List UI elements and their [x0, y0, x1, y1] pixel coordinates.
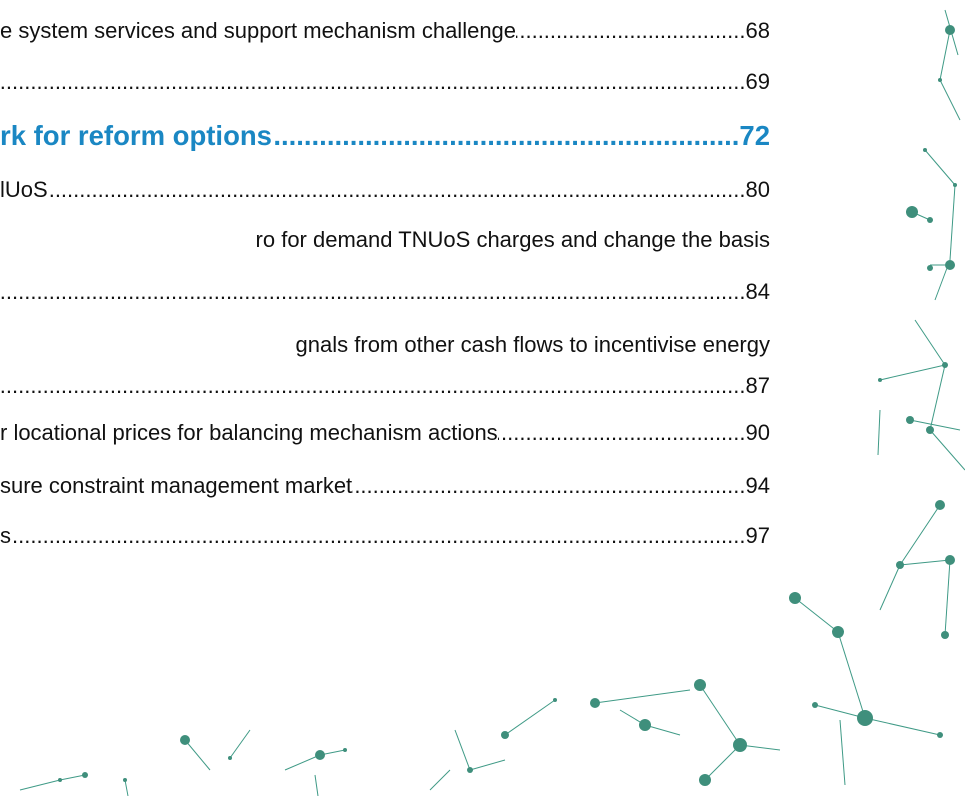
entry-title: ro for demand TNUoS charges and change t… [255, 227, 770, 252]
entry-title: rk for reform options [0, 120, 272, 151]
toc-entry[interactable]: r locational prices for balancing mechan… [0, 420, 770, 454]
page-number: 84 [745, 279, 770, 304]
network-right [877, 9, 965, 639]
entry-title: r locational prices for balancing mechan… [0, 420, 498, 445]
toc-entry[interactable]: lUoS 80 [0, 177, 770, 211]
entry-title: s [0, 523, 11, 548]
page-number: 68 [745, 18, 770, 43]
page-number: 94 [745, 473, 770, 498]
toc-entry[interactable]: 84 [0, 279, 770, 313]
page-number: 72 [739, 120, 770, 151]
entry-title: gnals from other cash flows to incentivi… [295, 332, 770, 357]
table-of-contents: e system services and support mechanism … [0, 0, 770, 600]
page-number: 87 [745, 373, 770, 398]
page-number: 90 [745, 420, 770, 445]
toc-entry[interactable]: 69 [0, 69, 770, 103]
network-bottom [19, 592, 943, 796]
toc-entry[interactable]: e system services and support mechanism … [0, 18, 770, 52]
entry-title: sure constraint management market [0, 473, 353, 498]
page-number: 69 [745, 69, 770, 94]
page-number: 80 [745, 177, 770, 202]
toc-entry[interactable]: 87 [0, 373, 770, 407]
entry-title: lUoS [0, 177, 48, 202]
toc-entry[interactable]: sure constraint management market 94 [0, 473, 770, 507]
entry-title: e system services and support mechanism … [0, 18, 517, 43]
toc-entry[interactable]: gnals from other cash flows to incentivi… [0, 332, 770, 366]
toc-entry[interactable]: rk for reform options 72 [0, 120, 770, 160]
toc-entry[interactable]: s 97 [0, 523, 770, 557]
toc-entry[interactable]: ro for demand TNUoS charges and change t… [0, 227, 770, 261]
page-number: 97 [745, 523, 770, 548]
